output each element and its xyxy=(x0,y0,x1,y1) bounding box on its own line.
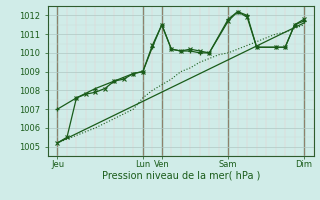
X-axis label: Pression niveau de la mer( hPa ): Pression niveau de la mer( hPa ) xyxy=(102,171,260,181)
